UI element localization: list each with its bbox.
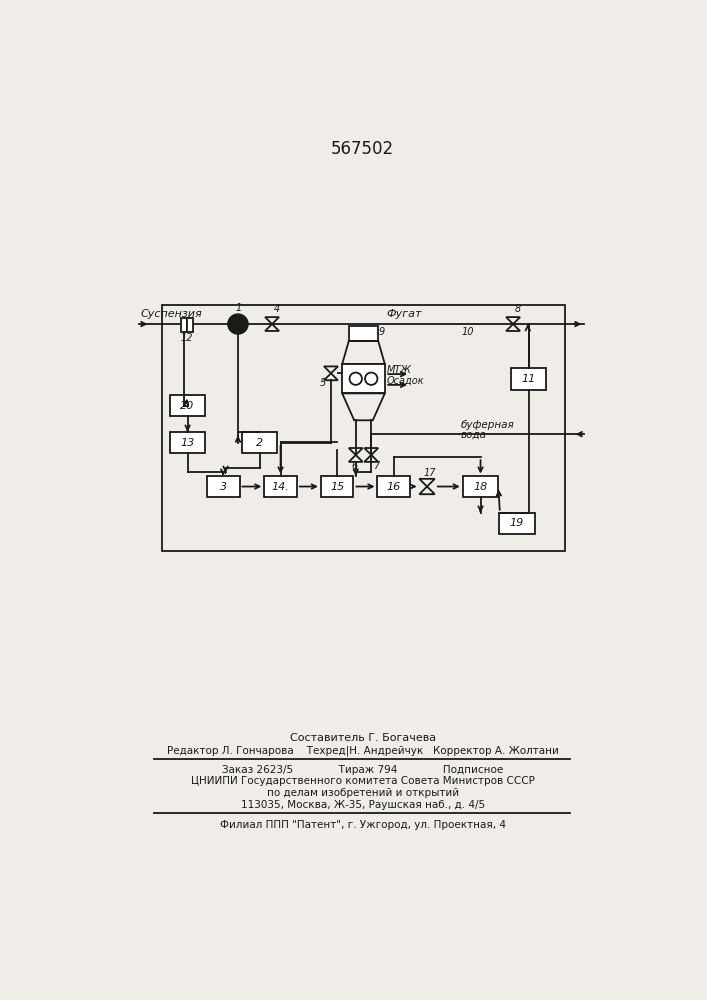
Bar — [510, 368, 547, 389]
Text: Заказ 2623/5              Тираж 794              Подписное: Заказ 2623/5 Тираж 794 Подписное — [222, 765, 503, 775]
Text: 6: 6 — [352, 461, 358, 471]
Text: 8: 8 — [515, 304, 521, 314]
Text: 12: 12 — [180, 333, 193, 343]
Text: 18: 18 — [474, 482, 488, 492]
Text: 20: 20 — [180, 401, 194, 411]
Text: буферная: буферная — [460, 420, 514, 430]
Bar — [349, 326, 378, 341]
Text: 13: 13 — [180, 438, 194, 448]
Bar — [180, 318, 187, 332]
Text: 5: 5 — [320, 378, 327, 388]
Bar — [187, 318, 193, 332]
Text: Суспензия: Суспензия — [140, 309, 202, 319]
Text: Составитель Г. Богачева: Составитель Г. Богачева — [290, 733, 436, 743]
Bar — [170, 395, 206, 416]
Text: 10: 10 — [461, 327, 474, 337]
Text: 2: 2 — [256, 438, 263, 448]
Bar — [170, 432, 206, 453]
Text: 3: 3 — [220, 482, 227, 492]
Text: 11: 11 — [522, 374, 536, 384]
Text: 113035, Москва, Ж-35, Раушская наб., д. 4/5: 113035, Москва, Ж-35, Раушская наб., д. … — [240, 800, 485, 810]
Text: 16: 16 — [387, 482, 401, 492]
Text: 1: 1 — [235, 303, 242, 313]
Text: вода: вода — [460, 430, 486, 440]
Bar — [378, 476, 410, 497]
Text: МТЖ: МТЖ — [387, 365, 411, 375]
Bar — [321, 476, 354, 497]
Circle shape — [228, 314, 248, 334]
Text: Осадок: Осадок — [387, 376, 424, 386]
Bar — [264, 476, 297, 497]
Bar — [162, 305, 565, 551]
Bar — [207, 476, 240, 497]
Bar — [242, 432, 277, 453]
Text: 14.: 14. — [271, 482, 289, 492]
Text: 15: 15 — [330, 482, 344, 492]
Text: 17: 17 — [424, 468, 436, 478]
Text: Филиал ППП "Патент", г. Ужгород, ул. Проектная, 4: Филиал ППП "Патент", г. Ужгород, ул. Про… — [220, 820, 506, 830]
Text: 567502: 567502 — [331, 140, 395, 158]
Bar — [499, 513, 534, 534]
Text: ЦНИИПИ Государственного комитета Совета Министров СССР: ЦНИИПИ Государственного комитета Совета … — [191, 776, 534, 786]
Bar — [342, 364, 385, 393]
Text: 19: 19 — [510, 518, 524, 528]
Text: по делам изобретений и открытий: по делам изобретений и открытий — [267, 788, 459, 798]
Text: Редактор Л. Гончарова    Техред|Н. Андрейчук   Корректор А. Жолтани: Редактор Л. Гончарова Техред|Н. Андрейчу… — [167, 745, 559, 756]
Bar — [462, 476, 498, 497]
Text: 9: 9 — [379, 327, 385, 337]
Text: Фугат: Фугат — [387, 309, 422, 319]
Text: 7: 7 — [373, 461, 379, 471]
Text: 4: 4 — [274, 304, 280, 314]
